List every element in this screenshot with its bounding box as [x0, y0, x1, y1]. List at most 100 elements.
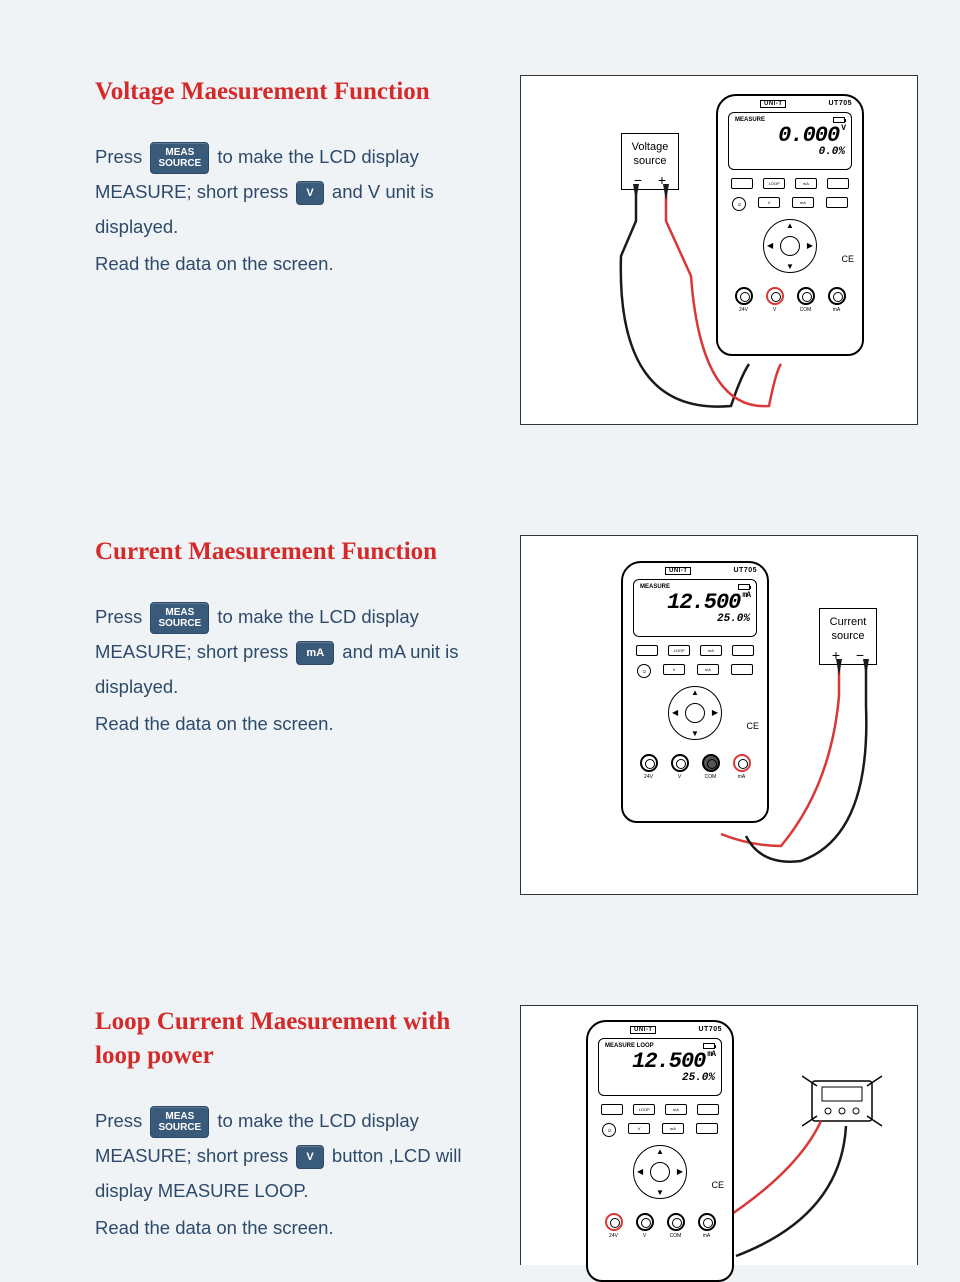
calibrator-device: UNI-T UT705 MEASURE 0.000V 0.0% LOOP mA ⏻ V… [716, 94, 864, 356]
device-button: LOOP [763, 178, 785, 189]
device-header: UNI-T UT705 [623, 563, 767, 575]
meas-source-button-icon: MEASSOURCE [150, 1106, 209, 1138]
button-row-2: ⏻ VmA [588, 1121, 732, 1139]
power-button-icon: ⏻ [732, 197, 746, 211]
model-label: UT705 [828, 100, 852, 107]
text-part: Read the data on the screen. [95, 706, 490, 741]
lcd-main-value: 12.500mA [605, 1051, 715, 1073]
device-button: mA [697, 664, 719, 675]
jack-ma [733, 754, 751, 772]
device-button [636, 645, 658, 656]
arrow-up-icon: ▲ [691, 688, 699, 697]
battery-icon [833, 117, 845, 123]
device-button: mA [662, 1123, 684, 1134]
section-body: Press MEASSOURCE to make the LCD display… [95, 599, 490, 742]
section-heading: Loop Current Maesurement with loop power [95, 1005, 490, 1073]
current-diagram: Current source +− UNI-TUT705 MEASURE 12.… [520, 535, 918, 895]
calibrator-device: UNI-T UT705 MEASURE 12.500mA 25.0% LOOP mA… [621, 561, 769, 823]
calibrator-device: UNI-T UT705 MEASURE LOOP 12.500mA 25.0% L… [586, 1020, 734, 1282]
arrow-left-icon: ◀ [767, 241, 773, 250]
device-button [732, 645, 754, 656]
section-body: Press MEASSOURCE to make the LCD display… [95, 139, 490, 282]
jack-24v [735, 287, 753, 305]
voltage-diagram: Voltage source −+ UNI-TUT705 MEASURE 0.0… [520, 75, 918, 425]
device-button [826, 197, 848, 208]
device-button: mA [700, 645, 722, 656]
button-row-1: LOOP mA [623, 643, 767, 658]
ce-mark-icon: CE [711, 1180, 724, 1190]
jack-com [702, 754, 720, 772]
jack-24v [640, 754, 658, 772]
lcd-sub-value: 0.0% [735, 147, 845, 158]
device-button: V [663, 664, 685, 675]
jack-v [766, 287, 784, 305]
lcd-sub-value: 25.0% [605, 1073, 715, 1084]
brand-icon: UNI-T [760, 100, 787, 108]
text-part: Read the data on the screen. [95, 1210, 490, 1245]
text-part: Press [95, 146, 147, 167]
text-column: Loop Current Maesurement with loop power… [95, 1005, 490, 1245]
arrow-left-icon: ◀ [637, 1167, 643, 1176]
lcd-main-value: 0.000V [735, 125, 845, 147]
device-button [696, 1123, 718, 1134]
device-button: mA [665, 1104, 687, 1115]
device-button [827, 178, 849, 189]
model-label: UT705 [698, 1026, 722, 1033]
section-heading: Current Maesurement Function [95, 535, 490, 569]
device-button: mA [795, 178, 817, 189]
arrow-right-icon: ▶ [712, 708, 718, 717]
device-button: LOOP [633, 1104, 655, 1115]
jack-row: 24V V COM mA [718, 279, 862, 313]
dpad: ▲ ▼ ◀ ▶ [668, 686, 722, 740]
arrow-down-icon: ▼ [691, 729, 699, 738]
section-voltage: Voltage Maesurement Function Press MEASS… [95, 75, 920, 425]
ma-button-icon: mA [296, 641, 334, 665]
lcd-screen: MEASURE LOOP 12.500mA 25.0% [598, 1038, 722, 1096]
device-button: LOOP [668, 645, 690, 656]
power-button-icon: ⏻ [602, 1123, 616, 1137]
brand-icon: UNI-T [630, 1026, 657, 1034]
loop-diagram: UNI-T UT705 MEASURE LOOP 12.500mA 25.0% L… [520, 1005, 918, 1265]
device-button [731, 178, 753, 189]
device-button [731, 664, 753, 675]
battery-icon [738, 584, 750, 590]
text-column: Voltage Maesurement Function Press MEASS… [95, 75, 490, 281]
device-button: mA [792, 197, 814, 208]
meas-source-button-icon: MEASSOURCE [150, 142, 209, 174]
lcd-screen: MEASURE 0.000V 0.0% [728, 112, 852, 170]
arrow-up-icon: ▲ [656, 1147, 664, 1156]
arrow-up-icon: ▲ [786, 221, 794, 230]
section-body: Press MEASSOURCE to make the LCD display… [95, 1103, 490, 1246]
lcd-main-value: 12.500mA [640, 592, 750, 614]
jack-com [797, 287, 815, 305]
lcd-screen: MEASURE 12.500mA 25.0% [633, 579, 757, 637]
button-row-2: ⏻ VmA [623, 662, 767, 680]
brand-icon: UNI-T [665, 567, 692, 575]
dpad: ▲ ▼ ◀ ▶ [763, 219, 817, 273]
meas-source-button-icon: MEASSOURCE [150, 602, 209, 634]
section-loop: Loop Current Maesurement with loop power… [95, 1005, 920, 1265]
arrow-left-icon: ◀ [672, 708, 678, 717]
jack-ma [828, 287, 846, 305]
section-heading: Voltage Maesurement Function [95, 75, 490, 109]
arrow-right-icon: ▶ [677, 1167, 683, 1176]
device-button: V [628, 1123, 650, 1134]
section-current: Current Maesurement Function Press MEASS… [95, 535, 920, 895]
jack-v [671, 754, 689, 772]
button-row-1: LOOP mA [718, 176, 862, 191]
button-row-2: ⏻ VmA [718, 195, 862, 213]
dpad: ▲ ▼ ◀ ▶ [633, 1145, 687, 1199]
device-button: V [758, 197, 780, 208]
lcd-sub-value: 25.0% [640, 614, 750, 625]
text-part: Read the data on the screen. [95, 246, 490, 281]
device-header: UNI-T UT705 [588, 1022, 732, 1034]
jack-row: 24V V COM mA [623, 746, 767, 780]
text-part: Press [95, 606, 147, 627]
device-header: UNI-T UT705 [718, 96, 862, 108]
ce-mark-icon: CE [746, 721, 759, 731]
model-label: UT705 [733, 567, 757, 574]
battery-icon [703, 1043, 715, 1049]
power-button-icon: ⏻ [637, 664, 651, 678]
arrow-down-icon: ▼ [656, 1188, 664, 1197]
text-part: Press [95, 1110, 147, 1131]
